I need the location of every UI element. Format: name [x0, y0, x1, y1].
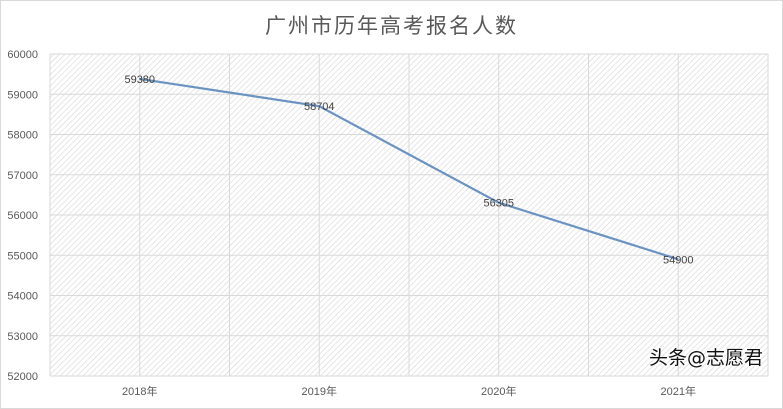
y-tick-label: 52000	[7, 371, 38, 383]
y-tick-label: 53000	[7, 331, 38, 343]
y-tick-label: 54000	[7, 291, 38, 303]
y-tick-label: 60000	[7, 49, 38, 61]
series-line	[139, 77, 679, 261]
data-label: 58704	[304, 101, 335, 113]
data-label: 56305	[483, 198, 514, 210]
x-tick-label: 2019年	[302, 384, 337, 398]
x-tick-label: 2018年	[122, 384, 157, 398]
chart-title: 广州市历年高考报名人数	[265, 14, 518, 38]
y-tick-label: 56000	[7, 210, 38, 222]
x-tick-label: 2020年	[481, 384, 516, 398]
data-label: 59380	[124, 74, 155, 86]
y-tick-label: 57000	[7, 170, 38, 182]
y-tick-label: 58000	[7, 130, 38, 142]
y-tick-label: 55000	[7, 250, 38, 262]
y-tick-label: 59000	[7, 89, 38, 101]
watermark: 头条@志愿君	[648, 347, 763, 369]
x-tick-label: 2021年	[661, 384, 696, 398]
data-label: 54900	[663, 254, 694, 266]
